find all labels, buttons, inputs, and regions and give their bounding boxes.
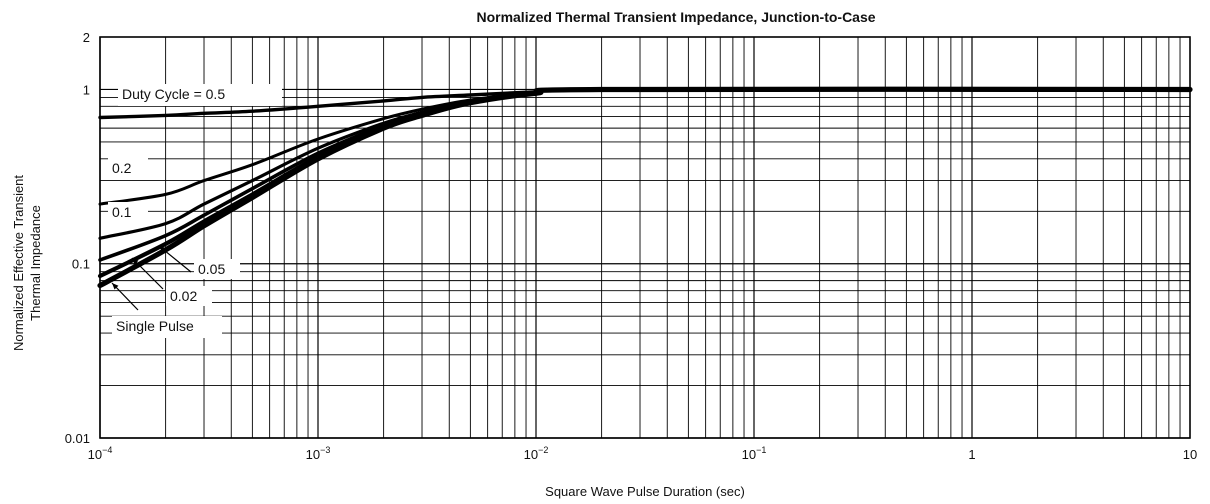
x-tick-label: 10−1 — [742, 445, 767, 462]
y-axis-label-line-1: Normalized Effective Transient — [11, 175, 26, 351]
annotation-label: 0.05 — [198, 261, 225, 277]
annotation-leader — [158, 245, 192, 273]
x-tick-label: 1 — [968, 447, 975, 462]
annotation-label: 0.02 — [170, 288, 197, 304]
annotation-label: Single Pulse — [116, 318, 194, 334]
x-tick-label: 10−2 — [524, 445, 549, 462]
x-tick-label: 10−3 — [306, 445, 331, 462]
annotation-arrowhead — [132, 258, 139, 265]
y-tick-label: 1 — [83, 82, 90, 97]
chart-title: Normalized Thermal Transient Impedance, … — [476, 9, 875, 25]
series-line — [97, 86, 1193, 289]
y-tick-labels: 0.01 0.1 1 2 — [65, 30, 90, 446]
plot-frame — [99, 36, 1191, 439]
annotation-background — [112, 316, 222, 338]
annotation-label: 0.1 — [112, 204, 132, 220]
x-tick-labels: 10−4 10−3 10−2 10−1 1 10 — [88, 445, 1198, 462]
y-tick-label: 2 — [83, 30, 90, 45]
annotation-background — [166, 286, 212, 306]
series-lines — [97, 86, 1193, 289]
y-tick-label: 0.1 — [72, 257, 90, 272]
annotation-leader — [131, 257, 164, 290]
annotation-background — [118, 84, 282, 106]
curve-annotations: Duty Cycle = 0.5 0.2 0.1 0.050.02 Single Pul… — [108, 84, 282, 338]
annotation-background — [194, 259, 240, 279]
annotation-label: Duty Cycle = 0.5 — [122, 86, 225, 102]
annotation-arrowhead — [159, 246, 166, 253]
annotation-label: 0.2 — [112, 160, 132, 176]
x-axis-label: Square Wave Pulse Duration (sec) — [545, 484, 745, 499]
x-tick-label: 10−4 — [88, 445, 113, 462]
annotation-arrowhead — [112, 283, 119, 290]
y-tick-label: 0.01 — [65, 431, 90, 446]
annotation-background — [108, 202, 148, 222]
annotation-background — [108, 158, 148, 178]
y-axis-label-line-2: Thermal Impedance — [28, 205, 43, 321]
x-tick-label: 10 — [1183, 447, 1197, 462]
